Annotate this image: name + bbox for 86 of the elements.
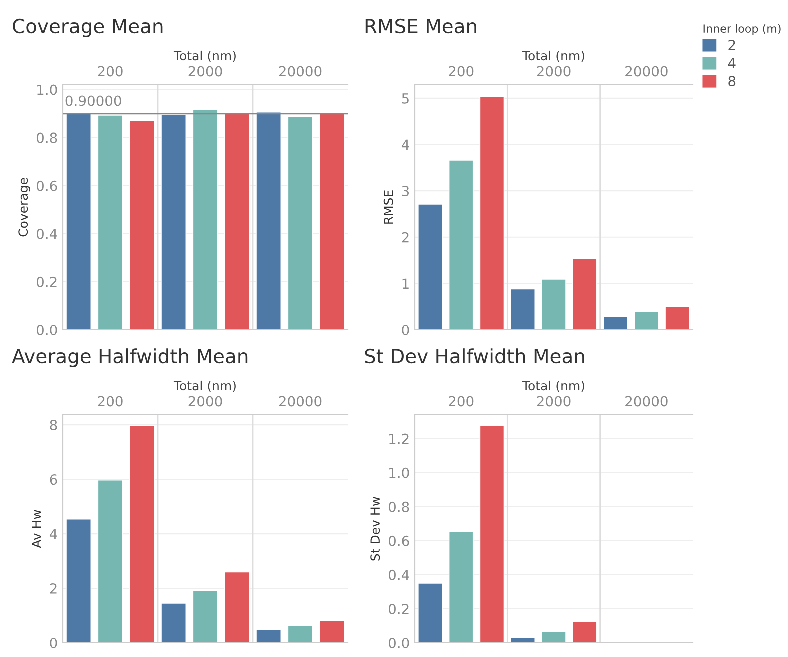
bar — [256, 629, 282, 643]
x-axis-title: Total (nm) — [522, 380, 584, 392]
y-tick-label: 6 — [50, 474, 58, 486]
y-tick-label: 0.2 — [388, 604, 409, 614]
x-tick-label: 20000 — [279, 396, 322, 407]
x-tick-label: 200 — [98, 396, 123, 407]
bar — [480, 96, 505, 330]
y-tick-label: 0.0 — [36, 324, 58, 336]
bar — [510, 288, 536, 330]
y-tick-label: 0.8 — [388, 502, 410, 512]
bar — [480, 425, 505, 643]
bar — [161, 114, 187, 330]
bar — [448, 531, 474, 643]
legend-title: Inner loop (m) — [704, 24, 781, 36]
x-tick-label: 2000 — [188, 66, 222, 77]
y-tick-label: 0.8 — [36, 132, 58, 144]
y-tick-label: 0.4 — [388, 570, 410, 580]
y-axis-title: Coverage — [18, 178, 30, 237]
y-tick-label: 5 — [402, 94, 409, 104]
x-tick-label: 2000 — [188, 396, 222, 407]
y-tick-label: 1.2 — [390, 434, 409, 444]
x-tick-label: 20000 — [626, 66, 668, 77]
bar — [572, 258, 598, 330]
bar — [572, 622, 598, 643]
x-axis-title: Total (nm) — [174, 50, 236, 62]
y-tick-label: 2 — [50, 583, 57, 594]
bar — [192, 109, 218, 330]
y-axis-title: RMSE — [384, 190, 394, 224]
bar — [418, 583, 443, 643]
bar — [66, 112, 92, 330]
bar — [256, 112, 282, 330]
y-tick-label: 4 — [50, 529, 58, 540]
chart-title: Coverage Mean — [13, 18, 163, 38]
y-tick-label: 2 — [402, 232, 409, 243]
y-tick-label: 0.4 — [36, 228, 58, 240]
y-tick-label: 0 — [402, 324, 410, 336]
bar — [288, 626, 314, 643]
y-tick-label: 8 — [50, 420, 58, 431]
legend-label: 2 — [728, 40, 736, 50]
bar — [319, 620, 345, 643]
legend-label: 8 — [728, 76, 736, 87]
bar — [418, 204, 443, 330]
y-axis-title: St Dev Hw — [370, 496, 380, 561]
bar — [129, 120, 155, 330]
y-tick-label: 4 — [402, 140, 410, 150]
x-axis-title: Total (nm) — [522, 50, 584, 62]
bar — [665, 306, 690, 330]
bar — [542, 632, 566, 643]
y-tick-label: 1 — [402, 278, 409, 289]
chart-title: Average Halfwidth Mean — [12, 348, 248, 368]
bar — [161, 603, 187, 643]
x-tick-label: 200 — [449, 396, 474, 407]
bar — [66, 518, 92, 643]
x-tick-label: 2000 — [537, 396, 571, 407]
bar — [192, 590, 218, 643]
x-tick-label: 200 — [98, 66, 123, 77]
legend-label: 4 — [728, 58, 736, 68]
bar — [98, 115, 124, 330]
bar — [224, 572, 250, 643]
y-tick-label: 0.6 — [36, 180, 58, 192]
x-tick-label: 2000 — [537, 66, 571, 77]
x-tick-label: 20000 — [626, 396, 668, 407]
y-tick-label: 0.2 — [36, 276, 57, 288]
x-axis-title: Total (nm) — [174, 380, 236, 392]
chart-title: RMSE Mean — [366, 18, 476, 34]
y-tick-label: 0.6 — [388, 536, 410, 546]
y-tick-label: 3 — [402, 186, 410, 197]
bar — [542, 279, 566, 330]
bar — [603, 316, 628, 330]
ref-line-label: 0.90000 — [66, 96, 122, 106]
bar — [288, 116, 314, 330]
x-tick-label: 200 — [449, 66, 474, 77]
bar — [129, 425, 155, 643]
chart-title: St Dev Halfwidth Mean — [365, 348, 584, 364]
y-tick-label: 0.0 — [388, 638, 410, 648]
bar — [98, 480, 124, 643]
y-axis-title: Av Hw — [32, 510, 42, 548]
bar — [634, 312, 660, 330]
bar — [319, 112, 345, 330]
y-tick-label: 1.0 — [390, 468, 410, 478]
y-tick-label: 1.0 — [38, 84, 58, 96]
bar — [224, 112, 250, 330]
bar — [448, 160, 474, 330]
bar — [510, 637, 536, 643]
y-tick-label: 0 — [50, 638, 58, 648]
x-tick-label: 20000 — [279, 66, 322, 77]
